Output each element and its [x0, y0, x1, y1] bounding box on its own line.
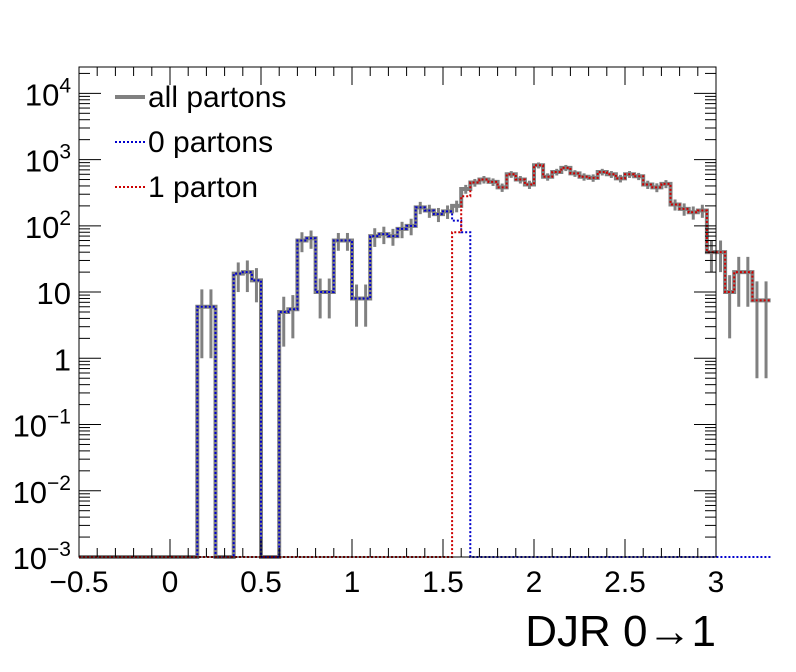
- legend-label-0: all partons: [148, 81, 286, 114]
- y-tick-label: 10−1: [13, 406, 71, 444]
- x-tick-label: 1: [344, 566, 361, 599]
- y-tick-label: 102: [25, 207, 71, 245]
- x-tick-label: 3: [708, 566, 725, 599]
- y-tick-label: 104: [25, 74, 71, 112]
- y-tick-label: 1: [54, 342, 71, 377]
- y-tick-label: 10: [37, 276, 71, 311]
- x-tick-label: −0.5: [49, 566, 108, 599]
- y-tick-label: 10−2: [13, 472, 71, 510]
- y-tick-label: 10−3: [13, 538, 71, 576]
- x-tick-label: 0: [162, 566, 179, 599]
- x-tick-label: 2: [526, 566, 543, 599]
- axes: −0.5 0 0.5 1 1.5 2 2.5 3 10−3 10−2 10−1 1 10 102 103 10…: [13, 66, 725, 599]
- y-tick-label: 103: [25, 141, 71, 179]
- x-axis-label: DJR 0→1: [525, 607, 716, 656]
- legend-label-2: 1 parton: [148, 171, 258, 204]
- x-tick-label: 0.5: [240, 566, 282, 599]
- x-tick-label: 2.5: [604, 566, 646, 599]
- legend-label-1: 0 partons: [148, 126, 273, 159]
- x-tick-label: 1.5: [422, 566, 464, 599]
- legend: all partons 0 partons 1 parton: [115, 81, 286, 204]
